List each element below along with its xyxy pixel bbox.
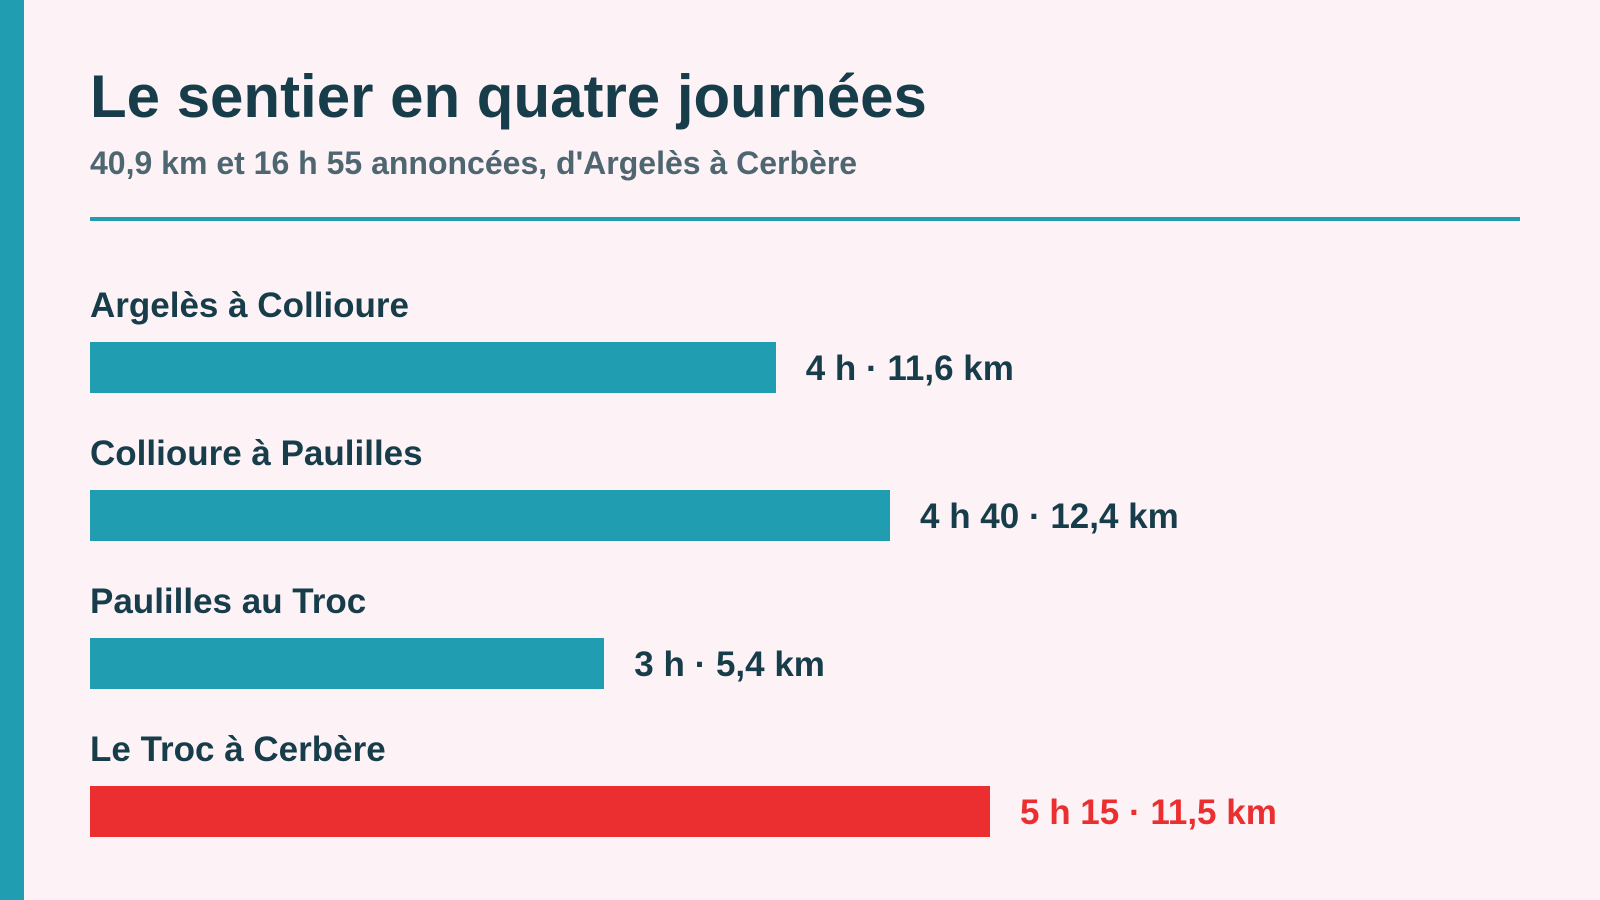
title-divider (90, 217, 1520, 221)
value-label: 4 h 40 · 12,4 km (920, 497, 1179, 536)
accent-bar (0, 0, 24, 900)
value-label: 4 h · 11,6 km (805, 349, 1014, 388)
category-label: Paulilles au Troc (90, 582, 367, 621)
bar (90, 786, 990, 837)
value-label: 5 h 15 · 11,5 km (1020, 793, 1277, 832)
chart-subtitle: 40,9 km et 16 h 55 annoncées, d'Argelès … (90, 145, 858, 181)
bar (90, 490, 890, 541)
chart-title: Le sentier en quatre journées (90, 63, 927, 130)
category-label: Le Troc à Cerbère (90, 730, 386, 769)
category-label: Argelès à Collioure (90, 286, 409, 325)
bar (90, 638, 605, 689)
bar (90, 342, 776, 393)
category-label: Collioure à Paulilles (90, 434, 423, 473)
value-label: 3 h · 5,4 km (634, 645, 825, 684)
